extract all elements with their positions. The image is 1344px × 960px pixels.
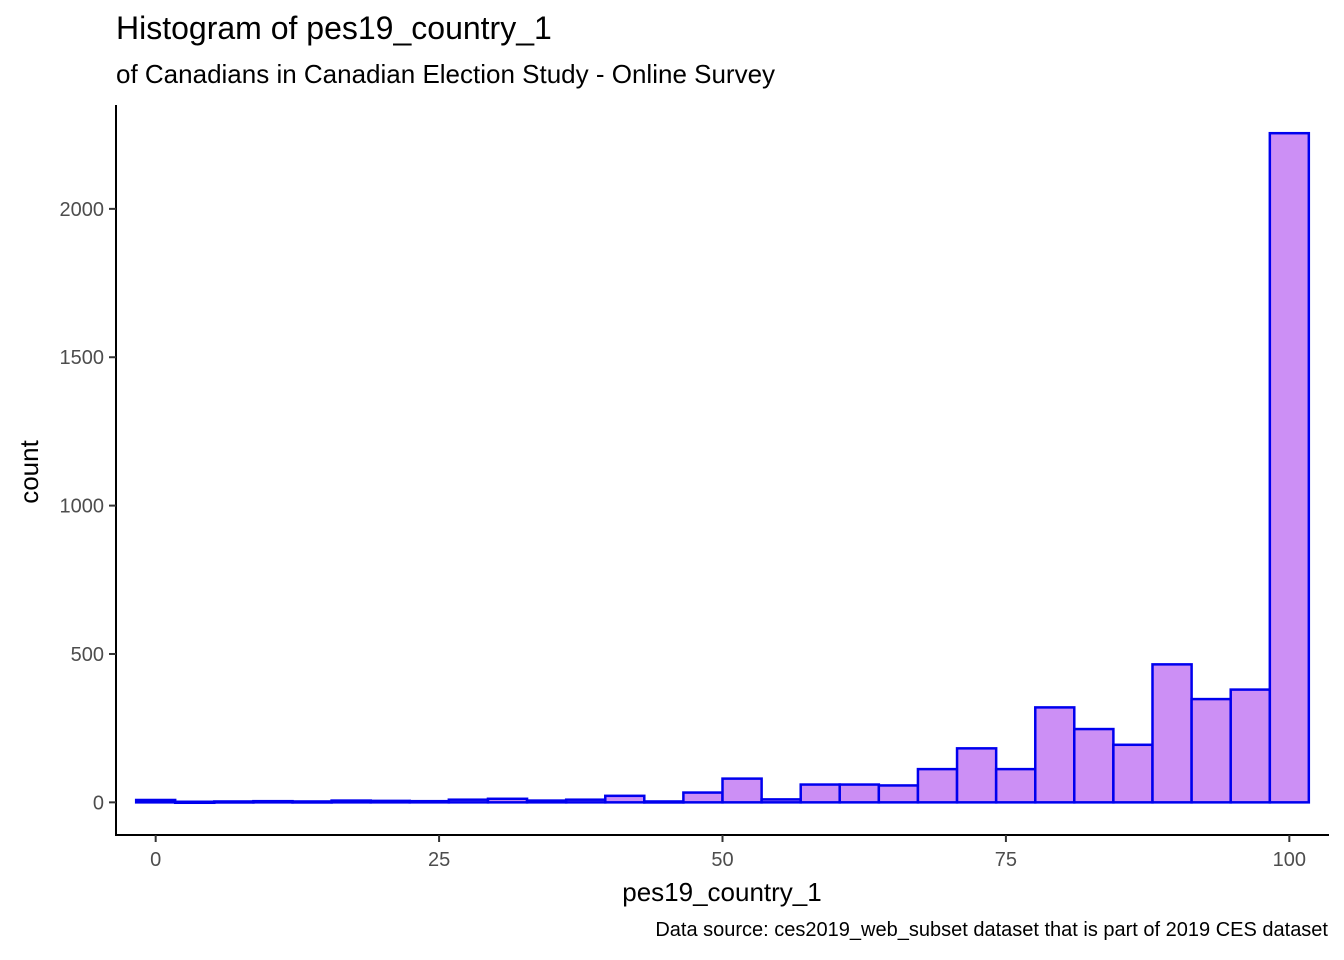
y-axis-title: count [14, 439, 44, 503]
histogram-bar [1151, 663, 1193, 804]
histogram-bar [173, 800, 216, 805]
histogram-bar [799, 783, 841, 804]
x-axis-ticks: 0 25 50 75 100 [150, 835, 1306, 871]
y-tick-label: 2000 [60, 199, 105, 221]
histogram-bar [955, 747, 998, 804]
x-axis-title: pes19_country_1 [622, 877, 821, 907]
histogram-bar [486, 797, 529, 804]
x-tick-label: 50 [711, 849, 733, 871]
histogram-bar [252, 799, 294, 804]
histogram-bar [408, 799, 451, 804]
chart-subtitle: of Canadians in Canadian Election Study … [116, 59, 776, 89]
histogram-bar [369, 799, 411, 804]
histogram-bar [916, 767, 959, 804]
x-tick-label: 100 [1273, 849, 1306, 871]
y-tick-label: 500 [71, 644, 104, 666]
histogram-bar [1190, 697, 1232, 804]
histogram-bar [525, 799, 568, 804]
histogram-bar [330, 799, 372, 804]
histogram-bar [447, 798, 490, 804]
chart-title: Histogram of pes19_country_1 [116, 10, 552, 46]
data-source-caption: Data source: ces2019_web_subset dataset … [655, 919, 1328, 941]
histogram-bar [1073, 727, 1115, 804]
histogram-bar [838, 783, 881, 804]
histogram-bar [643, 800, 685, 804]
x-tick-label: 25 [428, 849, 450, 871]
x-tick-label: 0 [150, 849, 161, 871]
histogram-bar [1268, 131, 1311, 804]
histogram-bar [994, 767, 1037, 804]
x-tick-label: 75 [995, 849, 1017, 871]
histogram-bar [604, 794, 646, 804]
bars-group [134, 131, 1311, 805]
histogram-bar [682, 791, 724, 804]
histogram-bar [1229, 688, 1272, 804]
histogram-bar [721, 777, 763, 804]
histogram-bar [877, 784, 920, 804]
histogram-bar [291, 800, 333, 804]
histogram-bar [134, 798, 177, 804]
y-tick-label: 1500 [60, 347, 105, 369]
histogram-bar [564, 798, 607, 804]
histogram-bar [213, 800, 255, 804]
histogram-bar [1112, 743, 1154, 804]
histogram-bar [760, 798, 802, 804]
y-tick-label: 1000 [60, 496, 105, 518]
y-axis-ticks: 0 500 1000 1500 2000 [60, 199, 116, 814]
y-tick-label: 0 [93, 792, 104, 814]
histogram-bar [1034, 706, 1076, 804]
